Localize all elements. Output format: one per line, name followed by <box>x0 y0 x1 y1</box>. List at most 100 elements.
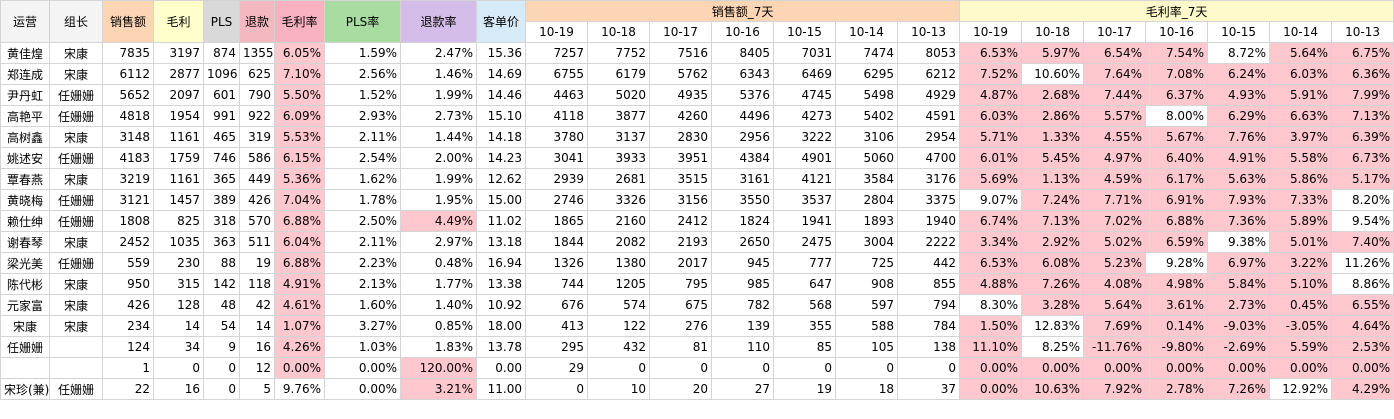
pls-cell[interactable]: 88 <box>203 252 240 274</box>
sales-7d-cell[interactable]: 3515 <box>649 168 712 190</box>
sales-7d-cell[interactable]: 3106 <box>835 126 898 148</box>
sales-7d-cell[interactable]: 29 <box>525 357 588 379</box>
gross-margin-7d-cell[interactable]: 7.26% <box>1021 273 1085 295</box>
sales-7d-cell[interactable]: 7516 <box>649 42 712 64</box>
gross-margin-7d-cell[interactable]: 12.92% <box>1269 378 1333 400</box>
gross-margin-7d-cell[interactable]: 0.00% <box>1145 357 1209 379</box>
gross-profit-cell[interactable]: 2877 <box>153 63 204 85</box>
gross-margin-7d-cell[interactable]: 0.14% <box>1145 315 1209 337</box>
operator-cell[interactable]: 元家富 <box>0 294 50 316</box>
operator-cell[interactable]: 梁光美 <box>0 252 50 274</box>
sales-cell[interactable]: 426 <box>102 294 154 316</box>
gross-margin-7d-cell[interactable]: 5.84% <box>1207 273 1271 295</box>
sales-7d-cell[interactable]: 1893 <box>835 210 898 232</box>
sales-7d-cell[interactable]: 568 <box>773 294 836 316</box>
sales-7d-cell[interactable]: 2650 <box>711 231 774 253</box>
operator-cell[interactable]: 姚述安 <box>0 147 50 169</box>
sales-7d-cell[interactable]: 3933 <box>587 147 650 169</box>
team-lead-cell[interactable]: 任姗姗 <box>49 252 103 274</box>
gross-margin-7d-cell[interactable]: 4.97% <box>1083 147 1147 169</box>
sales-7d-cell[interactable]: 2956 <box>711 126 774 148</box>
sales-7d-cell[interactable]: 725 <box>835 252 898 274</box>
sales-7d-cell[interactable]: 3222 <box>773 126 836 148</box>
gross-margin-7d-cell[interactable]: 7.24% <box>1021 189 1085 211</box>
gross-margin-7d-cell[interactable]: 9.38% <box>1207 231 1271 253</box>
gross-margin-7d-cell[interactable]: 0.00% <box>1083 357 1147 379</box>
sales-cell[interactable]: 950 <box>102 273 154 295</box>
gross-profit-cell[interactable]: 3197 <box>153 42 204 64</box>
sales-7d-cell[interactable]: 675 <box>649 294 712 316</box>
sales-7d-cell[interactable]: 5060 <box>835 147 898 169</box>
refund-cell[interactable]: 19 <box>239 252 275 274</box>
sales-7d-cell[interactable]: 3877 <box>587 105 650 127</box>
sales-cell[interactable]: 234 <box>102 315 154 337</box>
table-row[interactable]: 尹丹虹 任姗姗 5652 2097 601 790 5.50% 1.52% 1.99% 14.46… <box>0 84 1394 106</box>
pls-rate-cell[interactable]: 0.00% <box>324 357 401 379</box>
gross-margin-7d-cell[interactable]: 5.23% <box>1083 252 1147 274</box>
gross-margin-7d-cell[interactable]: 5.58% <box>1269 147 1333 169</box>
gross-margin-7d-cell[interactable]: 4.98% <box>1145 273 1209 295</box>
gross-margin-7d-cell[interactable]: 0.00% <box>959 357 1023 379</box>
gross-margin-cell[interactable]: 7.04% <box>274 189 325 211</box>
sales-7d-cell[interactable]: 3780 <box>525 126 588 148</box>
sales-7d-cell[interactable]: 2939 <box>525 168 588 190</box>
sales-7d-cell[interactable]: 0 <box>649 357 712 379</box>
gross-margin-7d-cell[interactable]: 7.36% <box>1207 210 1271 232</box>
sales-7d-cell[interactable]: 19 <box>773 378 836 400</box>
sales-7d-cell[interactable]: 1824 <box>711 210 774 232</box>
gross-margin-7d-cell[interactable]: 9.28% <box>1145 252 1209 274</box>
gross-margin-cell[interactable]: 5.50% <box>274 84 325 106</box>
refund-rate-cell[interactable]: 1.46% <box>400 63 477 85</box>
refund-rate-cell[interactable]: 1.40% <box>400 294 477 316</box>
sales-7d-cell[interactable]: 0 <box>835 357 898 379</box>
sales-7d-cell[interactable]: 2160 <box>587 210 650 232</box>
operator-cell[interactable]: 陈代彬 <box>0 273 50 295</box>
refund-rate-cell[interactable]: 2.47% <box>400 42 477 64</box>
team-lead-cell[interactable]: 任姗姗 <box>49 210 103 232</box>
date-header-gm-10-13[interactable]: 10-13 <box>1331 21 1394 43</box>
date-header-sales-10-16[interactable]: 10-16 <box>711 21 774 43</box>
gross-margin-cell[interactable]: 6.05% <box>274 42 325 64</box>
gross-margin-7d-cell[interactable]: 10.63% <box>1021 378 1085 400</box>
operator-cell[interactable]: 黄佳煌 <box>0 42 50 64</box>
gross-profit-cell[interactable]: 1759 <box>153 147 204 169</box>
sales-7d-cell[interactable]: 2830 <box>649 126 712 148</box>
sales-7d-cell[interactable]: 85 <box>773 336 836 358</box>
gross-margin-7d-cell[interactable]: 11.26% <box>1331 252 1394 274</box>
refund-cell[interactable]: 426 <box>239 189 275 211</box>
avg-order-value-cell[interactable]: 15.00 <box>476 189 526 211</box>
gross-margin-7d-cell[interactable]: 4.29% <box>1331 378 1394 400</box>
gross-margin-7d-cell[interactable]: 3.61% <box>1145 294 1209 316</box>
gross-margin-7d-cell[interactable]: 4.55% <box>1083 126 1147 148</box>
sales-cell[interactable]: 6112 <box>102 63 154 85</box>
gross-margin-7d-cell[interactable]: 7.44% <box>1083 84 1147 106</box>
pls-cell[interactable]: 389 <box>203 189 240 211</box>
gross-margin-7d-cell[interactable]: 0.00% <box>959 378 1023 400</box>
pls-cell[interactable]: 874 <box>203 42 240 64</box>
gross-margin-7d-cell[interactable]: 4.59% <box>1083 168 1147 190</box>
gross-margin-7d-cell[interactable]: 2.92% <box>1021 231 1085 253</box>
pls-rate-cell[interactable]: 3.27% <box>324 315 401 337</box>
sales-7d-cell[interactable]: 784 <box>896 315 961 337</box>
gross-margin-7d-cell[interactable]: 7.54% <box>1145 42 1209 64</box>
gross-margin-7d-cell[interactable]: -2.69% <box>1207 336 1271 358</box>
gross-margin-7d-cell[interactable]: 0.45% <box>1269 294 1333 316</box>
sales-7d-cell[interactable]: 4901 <box>773 147 836 169</box>
operator-cell[interactable]: 尹丹虹 <box>0 84 50 106</box>
gross-margin-7d-cell[interactable]: 5.17% <box>1331 168 1394 190</box>
sales-7d-cell[interactable]: 2193 <box>649 231 712 253</box>
gross-margin-cell[interactable]: 6.04% <box>274 231 325 253</box>
gross-margin-7d-cell[interactable]: 4.08% <box>1083 273 1147 295</box>
pls-cell[interactable]: 0 <box>203 357 240 379</box>
team-lead-cell[interactable]: 宋康 <box>49 231 103 253</box>
pls-cell[interactable]: 142 <box>203 273 240 295</box>
gross-margin-7d-cell[interactable]: 5.02% <box>1083 231 1147 253</box>
gross-margin-7d-cell[interactable]: 2.53% <box>1331 336 1394 358</box>
table-row[interactable]: 宋珍(兼) 任姗姗 22 16 0 5 9.76% 0.00% 3.21% 11.00 0 10 20 2… <box>0 378 1394 400</box>
gross-margin-7d-cell[interactable]: 0.00% <box>1269 357 1333 379</box>
sales-7d-cell[interactable]: 794 <box>896 294 961 316</box>
gross-margin-7d-cell[interactable]: 7.02% <box>1083 210 1147 232</box>
sales-7d-cell[interactable]: 4935 <box>649 84 712 106</box>
gross-margin-7d-cell[interactable]: 6.37% <box>1145 84 1209 106</box>
gross-profit-cell[interactable]: 2097 <box>153 84 204 106</box>
